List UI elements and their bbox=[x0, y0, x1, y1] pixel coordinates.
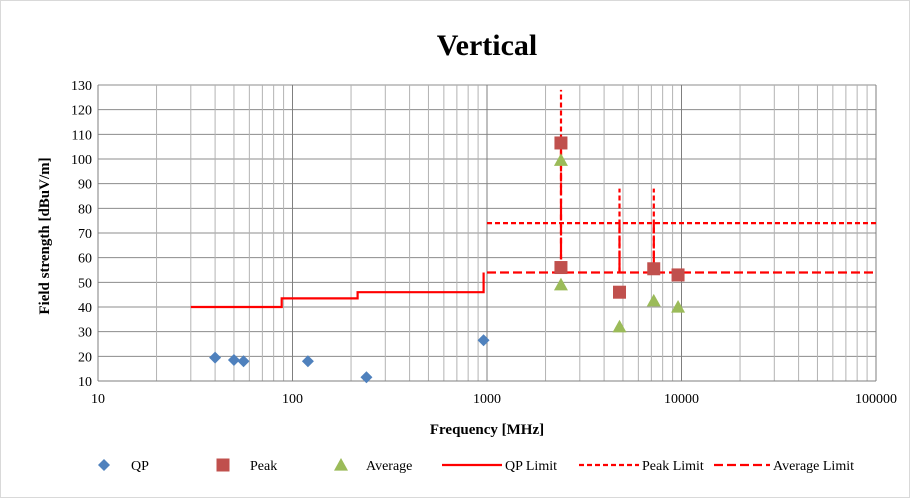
legend-item-peak: Peak bbox=[216, 458, 277, 474]
peak-point bbox=[554, 136, 568, 150]
y-tick-label: 130 bbox=[71, 79, 92, 94]
x-axis-label: Frequency [MHz] bbox=[430, 422, 544, 438]
y-tick-label: 30 bbox=[78, 326, 92, 341]
legend-item-peak-limit: Peak Limit bbox=[579, 459, 704, 474]
legend-label-peak-limit: Peak Limit bbox=[642, 459, 704, 474]
peak-point bbox=[671, 268, 685, 282]
x-tick-label: 1000 bbox=[473, 392, 501, 407]
y-tick-label: 20 bbox=[78, 350, 92, 365]
average-point bbox=[553, 153, 568, 166]
qp-point bbox=[477, 334, 490, 347]
legend-swatch-average bbox=[334, 458, 348, 471]
legend-label-average: Average bbox=[366, 459, 412, 474]
y-axis-label: Field strength [dBuV/m] bbox=[37, 157, 53, 314]
qp-point bbox=[209, 351, 222, 364]
y-tick-label: 60 bbox=[78, 252, 92, 267]
y-tick-label: 80 bbox=[78, 202, 92, 217]
line-layer bbox=[190, 89, 876, 309]
y-tick-label: 120 bbox=[71, 104, 92, 119]
legend-label-qp-limit: QP Limit bbox=[505, 459, 557, 474]
average-point bbox=[646, 293, 661, 307]
qp-point bbox=[301, 355, 314, 368]
tick-layer: 10 20 30 40 50 60 70 80 90 100 110 120 130 10 100 1000 1… bbox=[71, 79, 897, 407]
legend-label-average-limit: Average Limit bbox=[773, 459, 854, 474]
y-tick-label: 100 bbox=[71, 153, 92, 168]
y-tick-label: 50 bbox=[78, 276, 92, 291]
legend-item-average-limit: Average Limit bbox=[714, 459, 854, 474]
legend-swatch-peak bbox=[216, 458, 230, 472]
y-tick-label: 10 bbox=[78, 375, 92, 390]
qp-point bbox=[360, 371, 373, 384]
chart-title: Vertical bbox=[437, 29, 538, 62]
peak-point bbox=[554, 261, 568, 275]
legend-label-qp: QP bbox=[131, 459, 149, 474]
y-tick-label: 110 bbox=[72, 128, 92, 143]
legend-item-qp: QP bbox=[98, 459, 149, 474]
x-tick-label: 100000 bbox=[855, 392, 897, 407]
peak-point bbox=[647, 262, 661, 276]
legend-label-peak: Peak bbox=[250, 459, 277, 474]
legend-item-qp-limit: QP Limit bbox=[442, 459, 557, 474]
legend: QP Peak Average QP Limit Peak Limit Average L… bbox=[98, 458, 854, 474]
grid-layer bbox=[97, 84, 877, 382]
legend-swatch-qp bbox=[98, 459, 110, 471]
peak-point bbox=[613, 285, 627, 299]
x-tick-label: 10 bbox=[91, 392, 105, 407]
y-tick-label: 40 bbox=[78, 301, 92, 316]
qp-point bbox=[237, 355, 250, 368]
x-tick-label: 10000 bbox=[664, 392, 699, 407]
y-tick-label: 70 bbox=[78, 227, 92, 242]
y-tick-label: 90 bbox=[78, 178, 92, 193]
marker-layer bbox=[209, 136, 686, 384]
qp-limit-line bbox=[190, 272, 485, 309]
average-point bbox=[612, 319, 627, 333]
average-point bbox=[553, 277, 568, 291]
legend-item-average: Average bbox=[334, 458, 412, 474]
average-point bbox=[671, 300, 686, 313]
qp-point bbox=[227, 354, 240, 367]
axis-layer bbox=[97, 85, 876, 382]
x-tick-label: 100 bbox=[282, 392, 303, 407]
